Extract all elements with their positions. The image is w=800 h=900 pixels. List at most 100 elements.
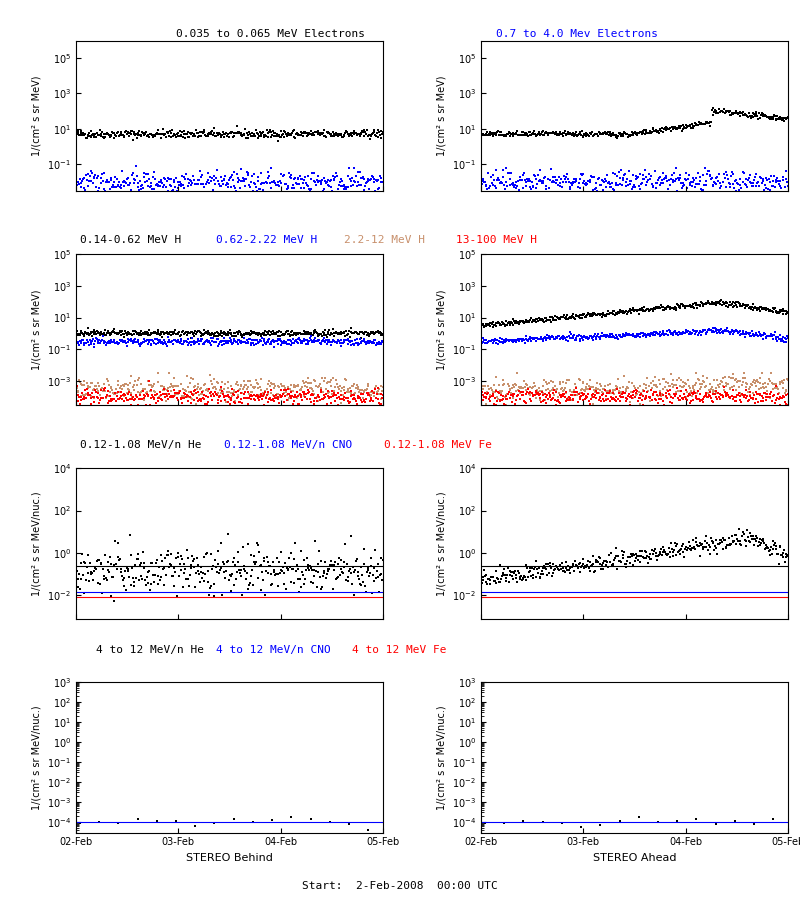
Point: [534, 173, 546, 187]
Point: [570, 558, 582, 572]
Point: [208, 173, 221, 187]
Point: [181, 394, 194, 409]
Point: [551, 394, 564, 409]
Point: [362, 328, 375, 343]
Point: [590, 553, 603, 567]
Point: [141, 179, 154, 194]
Point: [218, 382, 230, 397]
Point: [310, 326, 323, 340]
Point: [182, 176, 195, 190]
Point: [518, 332, 530, 347]
Point: [161, 125, 174, 140]
Point: [247, 549, 260, 563]
Point: [167, 389, 180, 403]
Point: [534, 127, 546, 141]
Point: [630, 125, 642, 140]
Point: [201, 564, 214, 579]
Point: [82, 380, 95, 394]
Point: [189, 379, 202, 393]
Point: [750, 374, 763, 388]
Point: [367, 337, 380, 351]
Point: [213, 338, 226, 352]
Point: [510, 314, 522, 328]
Point: [131, 176, 144, 190]
Point: [682, 299, 694, 313]
Point: [661, 121, 674, 135]
Point: [543, 186, 556, 201]
Point: [323, 174, 336, 188]
Point: [119, 124, 132, 139]
Point: [363, 173, 376, 187]
Point: [766, 179, 779, 194]
Point: [170, 379, 182, 393]
Point: [767, 534, 780, 548]
Point: [289, 171, 302, 185]
Point: [320, 175, 333, 189]
Point: [262, 168, 275, 183]
Point: [498, 317, 510, 331]
Point: [693, 117, 706, 131]
Point: [328, 129, 341, 143]
Point: [682, 374, 694, 388]
Point: [491, 393, 504, 408]
Point: [373, 180, 386, 194]
Point: [531, 330, 544, 345]
Point: [491, 125, 504, 140]
Point: [479, 336, 492, 350]
Point: [194, 575, 206, 590]
Point: [195, 332, 208, 347]
Point: [315, 337, 328, 351]
Point: [205, 384, 218, 399]
Point: [372, 336, 385, 350]
Point: [737, 525, 750, 539]
Point: [253, 129, 266, 143]
Point: [284, 334, 297, 348]
Point: [776, 172, 789, 186]
Point: [228, 385, 241, 400]
Point: [177, 177, 190, 192]
Point: [348, 161, 361, 176]
Point: [592, 172, 605, 186]
Point: [242, 397, 254, 411]
Point: [753, 187, 766, 202]
Point: [183, 173, 196, 187]
Point: [478, 386, 491, 400]
Point: [562, 175, 575, 189]
Point: [103, 130, 116, 145]
Point: [516, 571, 529, 585]
Point: [485, 570, 498, 584]
Point: [684, 542, 697, 556]
Point: [765, 110, 778, 124]
Point: [76, 546, 89, 561]
Point: [162, 327, 175, 341]
Point: [74, 335, 87, 349]
Point: [324, 373, 337, 387]
Point: [285, 325, 298, 339]
Point: [679, 325, 692, 339]
Point: [530, 129, 543, 143]
Point: [193, 324, 206, 338]
Point: [770, 379, 783, 393]
Point: [77, 333, 90, 347]
Point: [259, 175, 272, 189]
Point: [649, 370, 662, 384]
Point: [211, 396, 224, 410]
Point: [661, 391, 674, 405]
Point: [689, 542, 702, 556]
Point: [279, 385, 292, 400]
X-axis label: STEREO Ahead: STEREO Ahead: [593, 853, 676, 863]
Point: [374, 387, 387, 401]
Point: [648, 325, 661, 339]
Point: [330, 374, 342, 388]
Point: [268, 381, 281, 395]
Point: [597, 174, 610, 188]
Point: [339, 573, 352, 588]
Point: [174, 563, 187, 578]
Point: [370, 126, 383, 140]
Point: [200, 545, 213, 560]
Point: [117, 573, 130, 588]
Point: [306, 328, 318, 342]
Point: [143, 328, 156, 342]
Point: [70, 557, 82, 572]
Point: [545, 330, 558, 345]
